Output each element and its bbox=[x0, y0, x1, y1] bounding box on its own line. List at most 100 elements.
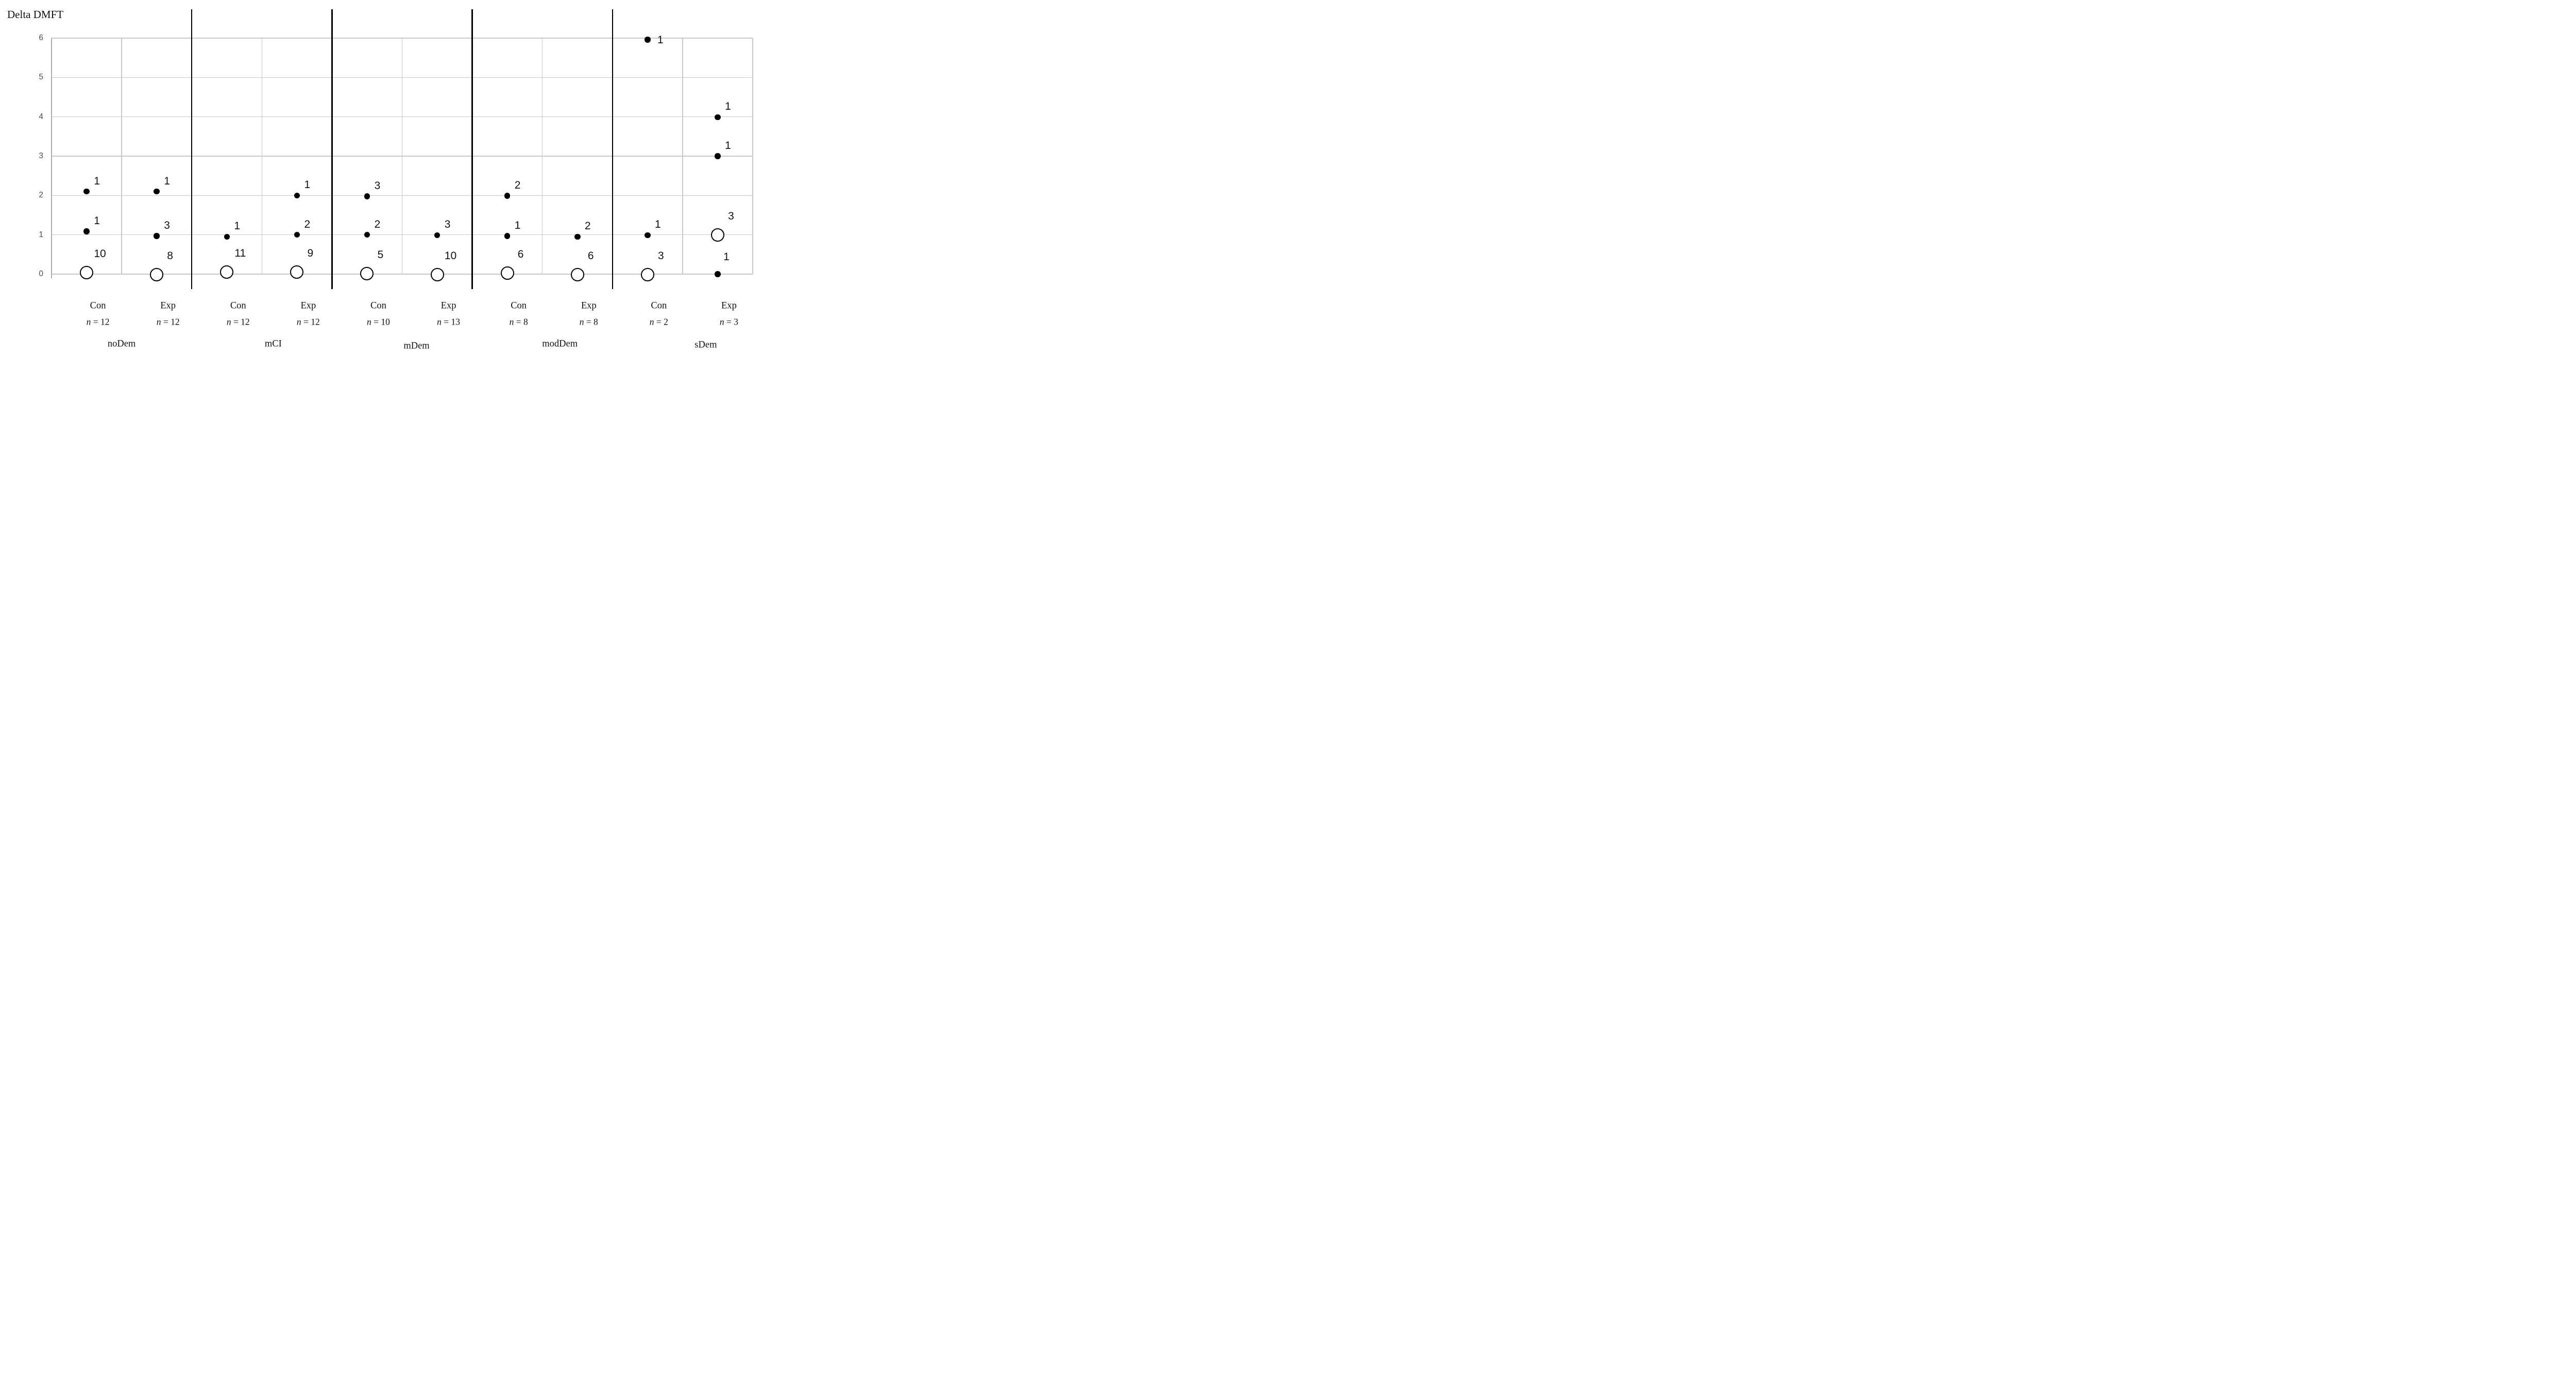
data-point-circle bbox=[360, 267, 374, 281]
column-label: Con bbox=[90, 300, 106, 311]
data-point-dot bbox=[154, 233, 160, 239]
count-label: 2 bbox=[374, 218, 381, 230]
count-label: 10 bbox=[94, 247, 106, 260]
n-label: n = 12 bbox=[226, 316, 250, 327]
count-label: 1 bbox=[725, 100, 731, 113]
data-point-circle bbox=[150, 267, 164, 281]
y-axis-line bbox=[51, 38, 52, 278]
column-divider bbox=[261, 38, 263, 274]
column-divider bbox=[121, 38, 122, 274]
column-label: Exp bbox=[581, 300, 597, 311]
column-label: Con bbox=[651, 300, 667, 311]
count-label: 8 bbox=[167, 249, 173, 262]
column-divider bbox=[401, 38, 403, 274]
count-label: 1 bbox=[723, 251, 730, 263]
count-label: 2 bbox=[584, 220, 591, 232]
data-point-circle bbox=[640, 267, 654, 281]
column-label: Exp bbox=[721, 300, 737, 311]
data-point-dot bbox=[504, 233, 511, 239]
count-label: 3 bbox=[374, 179, 381, 192]
count-label: 1 bbox=[94, 175, 100, 187]
count-label: 11 bbox=[234, 247, 246, 260]
count-label: 1 bbox=[94, 214, 100, 227]
count-label: 1 bbox=[725, 140, 731, 151]
count-label: 3 bbox=[728, 210, 734, 222]
count-label: 1 bbox=[657, 34, 664, 46]
n-label: n = 2 bbox=[649, 316, 668, 327]
y-axis-tick-label: 5 bbox=[39, 73, 43, 82]
n-label: n = 13 bbox=[437, 316, 460, 327]
count-label: 6 bbox=[587, 249, 594, 262]
data-point-circle bbox=[710, 228, 724, 242]
column-label: Con bbox=[370, 300, 386, 311]
count-label: 2 bbox=[514, 179, 521, 192]
data-point-circle bbox=[220, 265, 234, 279]
data-point-circle bbox=[430, 267, 444, 281]
group-label: mCI bbox=[264, 339, 282, 349]
n-label: n = 3 bbox=[719, 316, 738, 327]
count-label: 2 bbox=[304, 218, 311, 230]
n-label: n = 12 bbox=[296, 316, 320, 327]
data-point-dot bbox=[154, 188, 160, 195]
panel-separator bbox=[191, 9, 193, 289]
count-label: 1 bbox=[164, 175, 170, 187]
n-label: n = 8 bbox=[579, 316, 598, 327]
y-axis-tick-label: 1 bbox=[39, 230, 43, 239]
n-label: n = 8 bbox=[509, 316, 528, 327]
data-point-dot bbox=[645, 37, 651, 43]
data-point-circle bbox=[500, 266, 514, 280]
data-point-dot bbox=[504, 193, 511, 199]
data-point-dot bbox=[715, 153, 721, 159]
count-label: 1 bbox=[514, 219, 521, 231]
panel-separator bbox=[612, 9, 614, 289]
data-point-dot bbox=[715, 271, 721, 277]
count-label: 1 bbox=[655, 218, 661, 231]
group-label: mDem bbox=[403, 341, 430, 350]
column-label: Con bbox=[230, 300, 246, 311]
group-label: sDem bbox=[694, 340, 717, 350]
group-label: modDem bbox=[542, 339, 578, 349]
data-point-dot bbox=[715, 114, 721, 121]
y-axis-tick-label: 6 bbox=[39, 33, 43, 43]
data-point-circle bbox=[290, 265, 304, 279]
count-label: 1 bbox=[234, 220, 241, 232]
column-label: Exp bbox=[300, 300, 316, 311]
chart-title: Delta DMFT bbox=[7, 8, 64, 21]
column-label: Con bbox=[511, 300, 527, 311]
data-point-circle bbox=[570, 267, 584, 281]
plot-right-border bbox=[752, 38, 753, 274]
plot-area: 0 1 2 3 4 5 6 1 1 10 Con n = 12 1 3 8 Exp n = 12 noDem 1 11… bbox=[0, 0, 759, 350]
count-label: 1 bbox=[304, 179, 311, 191]
count-label: 3 bbox=[164, 219, 170, 231]
data-point-dot bbox=[364, 231, 370, 238]
y-axis-tick-label: 2 bbox=[39, 191, 43, 200]
count-label: 6 bbox=[517, 248, 524, 261]
count-label: 3 bbox=[658, 249, 664, 262]
group-label: noDem bbox=[107, 339, 136, 349]
data-point-dot bbox=[294, 231, 300, 238]
y-axis-tick-label: 0 bbox=[39, 269, 43, 278]
data-point-dot bbox=[224, 233, 230, 240]
delta-dmft-chart: Delta DMFT 0 1 2 3 4 5 6 1 1 10 Con n = 12 1 3 8 Exp n =… bbox=[0, 0, 759, 350]
n-label: n = 10 bbox=[367, 316, 390, 327]
column-label: Exp bbox=[440, 300, 456, 311]
panel-separator bbox=[471, 9, 473, 289]
data-point-dot bbox=[83, 228, 90, 234]
column-divider bbox=[541, 38, 543, 274]
column-label: Exp bbox=[160, 300, 176, 311]
data-point-dot bbox=[364, 193, 370, 199]
data-point-dot bbox=[294, 192, 300, 199]
column-divider bbox=[682, 38, 683, 274]
data-point-dot bbox=[83, 188, 90, 195]
data-point-circle bbox=[80, 265, 94, 279]
gridline bbox=[52, 274, 753, 275]
data-point-dot bbox=[434, 232, 440, 239]
count-label: 10 bbox=[444, 249, 457, 262]
data-point-dot bbox=[574, 233, 581, 240]
n-label: n = 12 bbox=[86, 316, 110, 327]
count-label: 3 bbox=[444, 218, 451, 231]
count-label: 9 bbox=[307, 247, 314, 260]
data-point-dot bbox=[645, 232, 651, 239]
y-axis-tick-label: 3 bbox=[39, 151, 43, 160]
panel-separator bbox=[331, 9, 333, 289]
